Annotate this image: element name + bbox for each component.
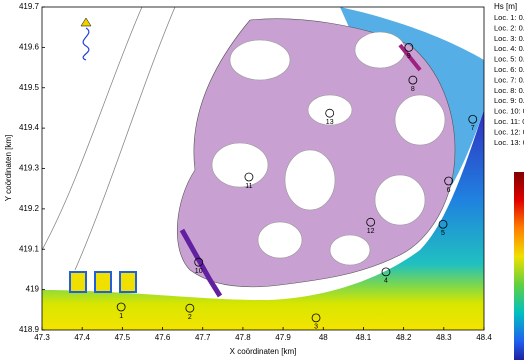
location-label: 7 [471,125,475,132]
legend-entry: Loc. 3: 0. [494,34,524,43]
y-tick-label: 418.9 [19,325,40,334]
location-label: 11 [245,183,252,190]
x-tick-label: 47.4 [74,333,90,342]
y-tick-label: 419.5 [19,83,40,92]
x-axis-label: X coördinaten [km] [230,347,297,356]
x-tick-label: 47.9 [275,333,291,342]
channel-inlet [179,228,223,298]
legend-entry: Loc. 8: 0. [494,86,524,95]
road [74,7,176,271]
legend-entry: Loc. 7: 0. [494,75,524,84]
channel-inlet [398,43,422,72]
location-marker [438,219,448,229]
legend-entry: Loc. 6: 0. [494,65,524,74]
colorbar [514,172,524,360]
y-tick-label: 419.6 [19,42,40,51]
groynes [69,271,137,293]
x-tick-label: 48.4 [476,333,492,342]
location-label: 4 [384,278,388,285]
north-arrow [80,17,92,61]
legend-entry: Loc. 4: 0. [494,44,524,53]
y-tick-label: 419.7 [19,2,40,11]
x-tick-label: 47.5 [115,333,131,342]
y-tick-label: 419.2 [19,204,40,213]
location-marker [468,114,478,124]
legend-title: Hs [m] [494,2,517,11]
x-tick-label: 48.2 [396,333,412,342]
y-tick-label: 419.4 [19,123,40,132]
legend-entry: Loc. 5: 0. [494,55,524,64]
location-label: 1 [119,313,123,320]
y-tick-label: 419 [26,285,40,294]
location-marker [366,217,376,227]
x-tick-label: 48.3 [436,333,452,342]
location-marker [311,313,321,323]
legend-entry: Loc. 10: 0 [494,107,524,116]
legend-entry: Loc. 1: 0. [494,13,524,22]
location-marker [116,302,126,312]
location-marker [444,176,454,186]
x-tick-label: 48.1 [356,333,372,342]
location-marker [244,172,254,182]
x-tick-label: 47.8 [235,333,251,342]
y-axis-label: Y coördinaten [km] [4,135,13,202]
x-tick-label: 47.7 [195,333,211,342]
location-marker [325,108,335,118]
legend-entry: Loc. 2: 0. [494,23,524,32]
dunes [211,31,446,266]
location-label: 8 [411,86,415,93]
location-label: 6 [447,187,451,194]
road [42,7,143,251]
legend-entry: Loc. 11: 0 [494,117,524,126]
location-label: 10 [195,268,203,275]
location-marker [404,42,414,52]
legend-entry: Loc. 12: 0 [494,127,524,136]
y-tick-label: 419.3 [19,164,40,173]
y-tick-label: 419.1 [19,244,40,253]
legend-entry: Loc. 13: 0 [494,138,524,147]
x-tick-label: 47.3 [34,333,50,342]
sea [42,110,484,330]
location-marker [185,303,195,313]
location-label: 5 [441,230,445,237]
location-label: 13 [326,119,334,126]
location-label: 12 [367,228,375,235]
map-area [42,7,484,330]
location-marker [381,267,391,277]
location-marker [194,257,204,267]
legend-entry: Loc. 9: 0. [494,96,524,105]
location-label: 2 [188,314,192,321]
x-tick-label: 48 [319,333,328,342]
location-marker [408,75,418,85]
location-label: 9 [407,53,411,60]
x-tick-label: 47.6 [155,333,171,342]
location-label: 3 [314,324,318,331]
